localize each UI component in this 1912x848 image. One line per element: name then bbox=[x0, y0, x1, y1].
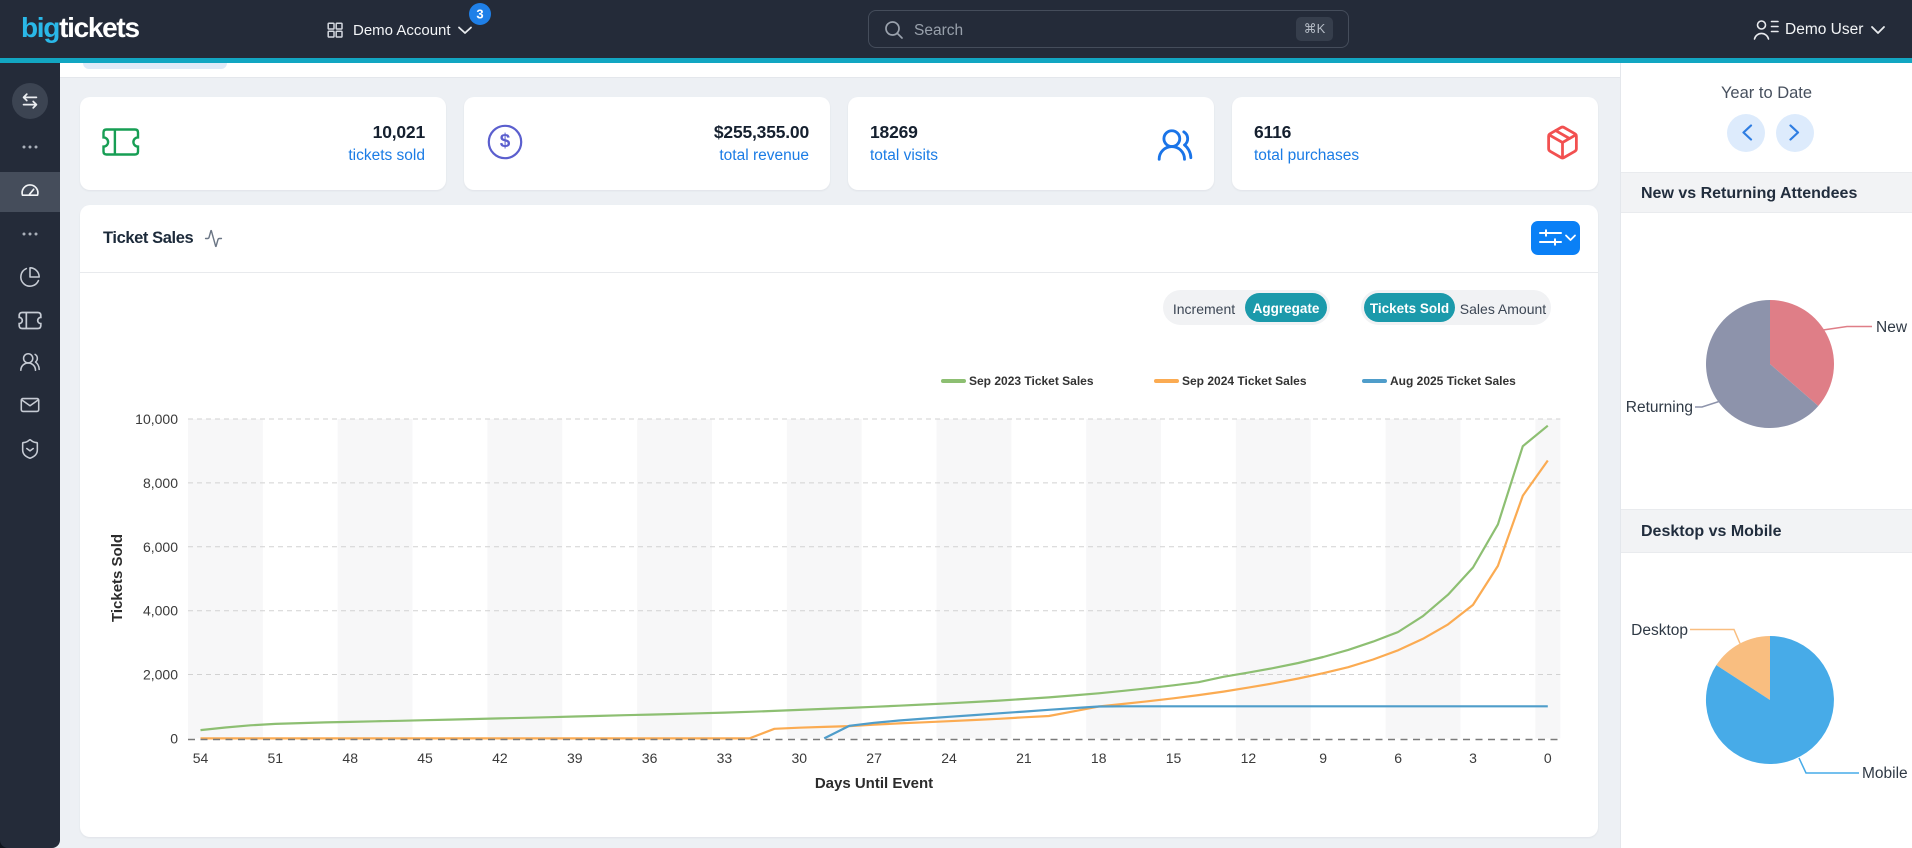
svg-text:36: 36 bbox=[642, 750, 658, 766]
svg-text:9: 9 bbox=[1319, 750, 1327, 766]
svg-text:54: 54 bbox=[193, 750, 209, 766]
svg-text:39: 39 bbox=[567, 750, 583, 766]
svg-text:6,000: 6,000 bbox=[143, 539, 178, 555]
svg-text:21: 21 bbox=[1016, 750, 1032, 766]
svg-text:24: 24 bbox=[941, 750, 957, 766]
svg-text:Mobile: Mobile bbox=[1862, 765, 1908, 782]
svg-text:51: 51 bbox=[268, 750, 284, 766]
svg-text:Demo Account: Demo Account bbox=[353, 22, 451, 39]
svg-text:0: 0 bbox=[170, 730, 178, 746]
svg-text:Days Until Event: Days Until Event bbox=[815, 775, 933, 792]
svg-text:8,000: 8,000 bbox=[143, 475, 178, 491]
svg-text:0: 0 bbox=[1544, 750, 1552, 766]
svg-text:42: 42 bbox=[492, 750, 508, 766]
svg-text:Returning: Returning bbox=[1626, 399, 1693, 416]
svg-text:Desktop: Desktop bbox=[1631, 622, 1688, 639]
svg-text:2,000: 2,000 bbox=[143, 667, 178, 683]
svg-text:48: 48 bbox=[342, 750, 358, 766]
svg-text:3: 3 bbox=[1469, 750, 1477, 766]
svg-text:30: 30 bbox=[792, 750, 808, 766]
svg-text:18: 18 bbox=[1091, 750, 1107, 766]
svg-text:6: 6 bbox=[1394, 750, 1402, 766]
svg-text:Tickets Sold: Tickets Sold bbox=[109, 534, 126, 622]
svg-text:New: New bbox=[1876, 319, 1908, 336]
svg-text:Search: Search bbox=[914, 22, 963, 39]
svg-text:33: 33 bbox=[717, 750, 733, 766]
svg-text:10,000: 10,000 bbox=[135, 411, 178, 427]
svg-text:Demo User: Demo User bbox=[1785, 21, 1863, 38]
svg-text:12: 12 bbox=[1241, 750, 1257, 766]
svg-text:15: 15 bbox=[1166, 750, 1182, 766]
svg-text:3: 3 bbox=[476, 7, 483, 22]
svg-text:27: 27 bbox=[866, 750, 882, 766]
svg-text:45: 45 bbox=[417, 750, 433, 766]
svg-text:4,000: 4,000 bbox=[143, 603, 178, 619]
